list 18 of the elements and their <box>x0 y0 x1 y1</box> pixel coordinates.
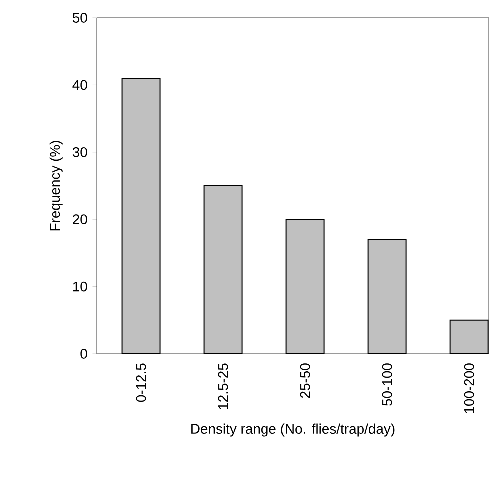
y-tick-label: 30 <box>72 147 88 158</box>
y-axis-title: Frequency (%) <box>50 141 63 231</box>
bar <box>286 219 325 354</box>
y-tick-label: 0 <box>80 349 88 359</box>
y-tick-label: 50 <box>72 13 88 23</box>
bar <box>368 239 407 354</box>
x-tick-label: 25-50 <box>300 364 310 398</box>
y-tick-label: 10 <box>73 282 88 292</box>
x-tick-label: 50-100 <box>382 364 392 406</box>
y-tick-label: 40 <box>72 80 88 90</box>
bar <box>450 320 489 354</box>
x-tick-label: 100-200 <box>464 364 474 414</box>
y-tick-label: 20 <box>73 214 88 225</box>
x-axis-title: Density range (No. flies/trap/day) <box>192 424 395 437</box>
bar <box>122 78 161 354</box>
x-tick-label: 12.5-25 <box>218 364 228 410</box>
bar <box>204 186 243 354</box>
x-tick-label: 0-12.5 <box>136 364 146 402</box>
